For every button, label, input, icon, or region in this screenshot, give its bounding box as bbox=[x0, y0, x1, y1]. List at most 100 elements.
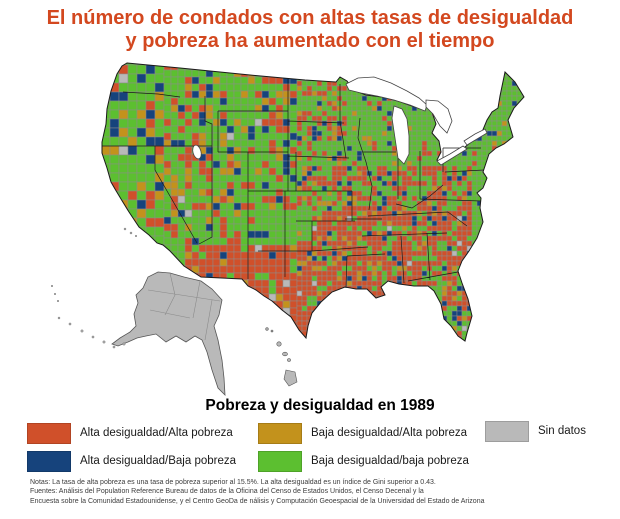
county-cell bbox=[491, 155, 498, 162]
county-cell bbox=[486, 270, 493, 277]
county-cell bbox=[219, 258, 228, 267]
county-cell bbox=[212, 223, 221, 232]
county-cell bbox=[321, 95, 328, 102]
county-cell bbox=[446, 95, 453, 102]
county-cell bbox=[461, 155, 468, 162]
county-cell bbox=[421, 205, 428, 212]
county-cell bbox=[401, 75, 408, 82]
county-cell bbox=[386, 220, 393, 227]
county-cell bbox=[506, 230, 513, 237]
county-cell bbox=[268, 63, 277, 71]
county-cell bbox=[306, 80, 313, 87]
county-cell bbox=[436, 95, 443, 102]
county-cell bbox=[92, 56, 101, 65]
county-cell bbox=[136, 244, 147, 255]
county-cell bbox=[109, 217, 120, 228]
county-cell bbox=[501, 150, 508, 157]
county-cell bbox=[426, 120, 433, 127]
county-cell bbox=[321, 75, 328, 82]
county-cell bbox=[376, 290, 383, 297]
county-cell bbox=[92, 65, 101, 74]
county-cell bbox=[497, 346, 502, 351]
county-cell bbox=[198, 181, 207, 190]
county-cell bbox=[311, 280, 318, 287]
county-cell bbox=[301, 100, 308, 107]
county-cell bbox=[163, 97, 172, 106]
county-cell bbox=[261, 209, 270, 218]
county-cell bbox=[527, 276, 532, 281]
county-cell bbox=[406, 80, 413, 87]
county-cell bbox=[386, 105, 393, 112]
county-cell bbox=[461, 130, 468, 137]
county-cell bbox=[311, 85, 318, 92]
county-cell bbox=[109, 271, 120, 282]
county-cell bbox=[381, 260, 388, 267]
county-cell bbox=[406, 300, 413, 307]
county-cell bbox=[496, 305, 503, 312]
county-cell bbox=[421, 300, 428, 307]
county-cell bbox=[391, 170, 398, 177]
county-cell bbox=[336, 245, 343, 252]
county-cell bbox=[401, 275, 408, 282]
county-cell bbox=[426, 305, 433, 312]
county-cell bbox=[501, 275, 508, 282]
county-cell bbox=[386, 340, 393, 341]
county-cell bbox=[386, 63, 393, 67]
county-cell bbox=[351, 245, 358, 252]
county-cell bbox=[191, 216, 200, 225]
county-cell bbox=[411, 245, 418, 252]
county-cell bbox=[496, 160, 503, 167]
county-cell bbox=[226, 195, 235, 204]
county-cell bbox=[136, 127, 147, 138]
county-cell bbox=[356, 320, 363, 327]
county-cell bbox=[275, 258, 284, 267]
county-cell bbox=[431, 310, 438, 317]
county-cell bbox=[301, 200, 308, 207]
county-cell bbox=[321, 305, 328, 312]
county-cell bbox=[491, 280, 498, 287]
county-cell bbox=[170, 90, 179, 99]
county-cell bbox=[481, 90, 488, 97]
county-cell bbox=[233, 195, 242, 204]
county-cell bbox=[506, 80, 513, 87]
county-cell bbox=[466, 340, 473, 341]
county-cell bbox=[361, 220, 368, 227]
county-cell bbox=[466, 190, 473, 197]
county-cell bbox=[118, 271, 129, 282]
county-cell bbox=[282, 139, 291, 148]
county-cell bbox=[436, 290, 443, 297]
county-cell bbox=[501, 255, 508, 262]
county-cell bbox=[416, 310, 423, 317]
county-cell bbox=[109, 91, 120, 102]
county-cell bbox=[471, 335, 478, 341]
county-cell bbox=[127, 280, 138, 291]
county-cell bbox=[431, 80, 438, 87]
county-cell bbox=[521, 240, 524, 247]
county-cell bbox=[381, 175, 388, 182]
county-cell bbox=[456, 205, 463, 212]
county-cell bbox=[145, 163, 156, 174]
county-cell bbox=[145, 217, 156, 228]
county-cell bbox=[306, 305, 313, 312]
county-cell bbox=[92, 227, 101, 236]
county-cell bbox=[527, 296, 532, 301]
county-cell bbox=[511, 255, 518, 262]
county-cell bbox=[316, 235, 323, 242]
county-cell bbox=[268, 314, 277, 323]
county-cell bbox=[527, 241, 532, 246]
county-cell bbox=[381, 205, 388, 212]
county-cell bbox=[396, 215, 403, 222]
county-cell bbox=[527, 96, 532, 101]
county-cell bbox=[396, 335, 403, 341]
county-cell bbox=[321, 130, 328, 137]
county-cell bbox=[102, 199, 111, 210]
county-cell bbox=[451, 250, 458, 257]
county-cell bbox=[532, 251, 537, 256]
county-cell bbox=[233, 174, 242, 183]
county-cell bbox=[436, 225, 443, 232]
county-cell bbox=[170, 153, 179, 162]
county-cell bbox=[396, 275, 403, 282]
county-cell bbox=[371, 70, 378, 77]
county-cell bbox=[356, 175, 363, 182]
county-cell bbox=[521, 285, 524, 292]
